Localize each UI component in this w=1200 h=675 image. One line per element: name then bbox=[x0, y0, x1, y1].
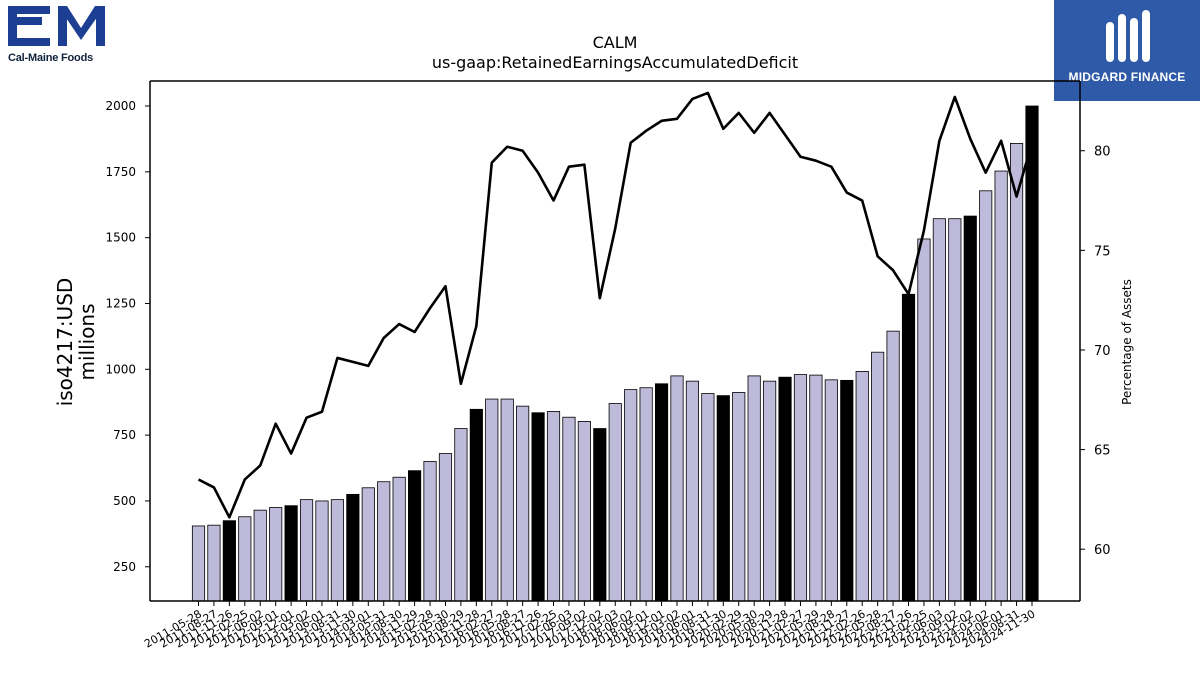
bar-2012-02-25 bbox=[238, 516, 252, 602]
bar-2017-12-02 bbox=[593, 428, 607, 602]
bar-2014-08-30 bbox=[392, 476, 406, 602]
cal-maine-logo-text: Cal-Maine Foods bbox=[8, 52, 94, 64]
bar-2020-08-29 bbox=[763, 380, 777, 602]
bar-2013-06-01 bbox=[315, 500, 329, 602]
y-tick-label: 250 bbox=[113, 560, 136, 574]
bar-2020-11-28 bbox=[778, 376, 792, 602]
y2-axis-label: Percentage of Assets bbox=[1120, 279, 1134, 405]
bar-2016-11-26 bbox=[531, 412, 545, 602]
bar-2018-06-02 bbox=[624, 389, 638, 602]
bar-2024-08-31 bbox=[1009, 142, 1024, 602]
bar-2023-12-02 bbox=[963, 215, 977, 602]
y-tick-label: 1750 bbox=[105, 165, 136, 179]
percentage-of-assets-line bbox=[197, 91, 1034, 519]
bar-2021-11-27 bbox=[840, 379, 854, 602]
midgard-emblem-icon bbox=[1106, 10, 1150, 62]
bar-2018-03-03 bbox=[608, 403, 622, 602]
bar-2022-02-26 bbox=[855, 371, 869, 602]
bar-2021-08-28 bbox=[824, 379, 838, 602]
bar-2022-11-26 bbox=[901, 293, 916, 602]
bar-2019-03-02 bbox=[670, 375, 684, 602]
bar-2011-08-27 bbox=[207, 524, 221, 602]
y-axis-label-text: iso4217:USDmillions bbox=[53, 278, 99, 407]
bar-2023-06-03 bbox=[932, 218, 946, 602]
bar-2019-11-30 bbox=[716, 395, 730, 602]
bar-2022-08-27 bbox=[886, 330, 900, 602]
bar-2017-06-03 bbox=[562, 416, 576, 602]
y-tick-label: 2000 bbox=[105, 99, 136, 113]
bar-2016-02-27 bbox=[485, 398, 499, 602]
y-axis-label: iso4217:USDmillions bbox=[53, 278, 99, 407]
bar-2011-11-26 bbox=[222, 520, 236, 602]
y-tick-label: 500 bbox=[113, 494, 136, 508]
y-tick-label: 1500 bbox=[105, 231, 136, 245]
bar-2015-08-29 bbox=[454, 428, 468, 602]
bar-2023-02-25 bbox=[917, 238, 931, 602]
bar-2012-12-01 bbox=[284, 505, 298, 602]
midgard-finance-logo-text: MIDGARD FINANCE bbox=[1068, 70, 1186, 84]
bar-2021-05-29 bbox=[809, 374, 823, 602]
y2-tick-label: 60 bbox=[1094, 543, 1111, 558]
bar-2024-11-30 bbox=[1025, 105, 1039, 602]
bar-2014-11-29 bbox=[408, 470, 422, 602]
cal-maine-logo bbox=[8, 6, 105, 46]
bar-2022-05-28 bbox=[871, 351, 885, 602]
y2-tick-label: 65 bbox=[1094, 444, 1111, 459]
chart-subtitle: us-gaap:RetainedEarningsAccumulatedDefic… bbox=[432, 53, 798, 72]
bar-2019-08-31 bbox=[701, 393, 715, 602]
bar-2023-09-02 bbox=[948, 218, 962, 602]
y-tick-label: 750 bbox=[113, 428, 136, 442]
y-tick-label: 1000 bbox=[105, 362, 136, 376]
y-tick-label: 1250 bbox=[105, 296, 136, 310]
bar-2015-05-30 bbox=[438, 453, 453, 602]
bar-2019-06-01 bbox=[685, 380, 700, 602]
bar-2017-02-25 bbox=[546, 411, 561, 602]
bar-2014-05-31 bbox=[377, 481, 391, 602]
bar-2017-09-02 bbox=[577, 421, 591, 602]
bar-2020-02-29 bbox=[732, 392, 746, 602]
bar-2015-11-28 bbox=[469, 408, 483, 602]
bar-2012-06-02 bbox=[253, 509, 267, 602]
bar-2013-11-30 bbox=[346, 493, 360, 602]
bar-2024-03-02 bbox=[979, 190, 993, 602]
y2-tick-label: 70 bbox=[1094, 344, 1111, 359]
bar-2015-02-28 bbox=[423, 461, 437, 602]
bar-2016-08-27 bbox=[516, 405, 530, 602]
bar-2018-09-01 bbox=[639, 387, 653, 602]
bar-2016-05-28 bbox=[500, 398, 514, 602]
chart-title: CALM bbox=[593, 33, 638, 52]
bar-2021-02-27 bbox=[793, 374, 808, 602]
midgard-finance-logo: MIDGARD FINANCE bbox=[1054, 0, 1200, 101]
y2-tick-label: 75 bbox=[1094, 244, 1111, 259]
y2-tick-label: 80 bbox=[1094, 145, 1111, 160]
bar-2011-05-28 bbox=[191, 525, 206, 602]
bar-2024-06-01 bbox=[994, 170, 1008, 602]
bar-2013-03-02 bbox=[299, 499, 314, 602]
bar-2014-03-01 bbox=[361, 487, 375, 602]
bar-2013-08-31 bbox=[330, 499, 344, 602]
bar-2020-05-30 bbox=[747, 375, 761, 602]
bar-2018-12-01 bbox=[654, 383, 669, 602]
bar-2012-09-01 bbox=[269, 507, 283, 602]
